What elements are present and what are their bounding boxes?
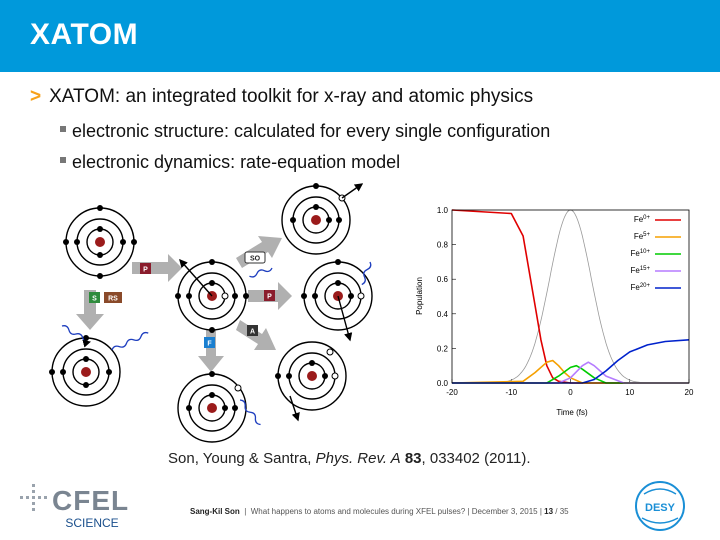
series-line-Fe15+ bbox=[452, 361, 689, 384]
main-bullet-text: XATOM: an integrated toolkit for x-ray a… bbox=[49, 86, 534, 107]
x-tick-label: 0 bbox=[568, 388, 573, 397]
legend-label: Fe20+ bbox=[630, 283, 650, 292]
legend-label: Fe10+ bbox=[630, 249, 650, 258]
bullet-arrow-icon: > bbox=[30, 86, 42, 107]
sub-bullet-2-text: electronic dynamics: rate-equation model bbox=[72, 152, 401, 172]
pulse-envelope-line bbox=[452, 209, 689, 384]
series-line-Fe10+ bbox=[452, 364, 689, 384]
bullet-square-icon bbox=[60, 157, 66, 164]
citation-volume: 83 bbox=[404, 450, 422, 467]
y-tick-label: 0.6 bbox=[437, 275, 449, 284]
chart-frame bbox=[451, 209, 690, 384]
citation: Son, Young & Santra, Phys. Rev. A 83, 03… bbox=[168, 450, 531, 467]
y-tick-label: 0.4 bbox=[437, 310, 449, 319]
desy-logo-text: DESY bbox=[645, 502, 676, 514]
chart-legend: Fe0+ Fe5+ Fe10+ Fe15+ Fe20+ bbox=[630, 215, 681, 292]
y-tick-label: 0.0 bbox=[437, 379, 449, 388]
series-line-Fe5+ bbox=[451, 359, 689, 384]
footer-talk: What happens to atoms and molecules duri… bbox=[250, 507, 466, 516]
x-tick-label: -20 bbox=[446, 388, 458, 397]
main-bullet: > XATOM: an integrated toolkit for x-ray … bbox=[30, 86, 533, 108]
sub-bullet-2: electronic dynamics: rate-equation model bbox=[60, 152, 400, 173]
sub-bullet-1-text: electronic structure: calculated for eve… bbox=[72, 121, 551, 141]
x-axis-label: Time (fs) bbox=[556, 408, 588, 417]
chart-series-group bbox=[451, 209, 690, 384]
x-tick-label: 20 bbox=[685, 388, 694, 397]
sub-bullet-1: electronic structure: calculated for eve… bbox=[60, 121, 550, 142]
slide-title: XATOM bbox=[30, 18, 139, 51]
cfel-logo: CFEL SCIENCE bbox=[20, 484, 129, 530]
citation-rest: , 033402 (2011). bbox=[421, 450, 531, 467]
citation-authors: Son, Young & Santra, bbox=[168, 450, 316, 467]
legend-label: Fe0+ bbox=[634, 215, 651, 224]
y-tick-labels: 0.0 0.2 0.4 0.6 0.8 1.0 bbox=[437, 206, 449, 388]
footer: Sang-Kil Son | What happens to atoms and… bbox=[190, 507, 569, 516]
legend-label: Fe5+ bbox=[634, 232, 651, 241]
y-tick-label: 1.0 bbox=[437, 206, 449, 215]
y-axis-label: Population bbox=[415, 277, 424, 315]
legend-label: Fe15+ bbox=[630, 266, 650, 275]
desy-logo: DESY bbox=[635, 481, 685, 531]
footer-page: 13 bbox=[544, 507, 554, 516]
x-tick-labels: -20 -10 0 10 20 bbox=[446, 388, 694, 397]
bullet-square-icon bbox=[60, 126, 66, 133]
cfel-logo-mark bbox=[20, 484, 47, 511]
footer-date: December 3, 2015 bbox=[471, 507, 538, 516]
pulse-envelope bbox=[452, 209, 689, 384]
chart-grid bbox=[451, 209, 690, 384]
title-bar: XATOM bbox=[0, 0, 720, 72]
footer-total: 35 bbox=[559, 507, 569, 516]
citation-journal: Phys. Rev. A bbox=[315, 450, 401, 467]
cfel-logo-text: CFEL bbox=[52, 485, 129, 516]
series-line-Fe0+ bbox=[451, 209, 689, 384]
cfel-logo-subtext: SCIENCE bbox=[65, 516, 118, 530]
x-tick-label: -10 bbox=[505, 388, 517, 397]
series-line-Fe20+ bbox=[452, 339, 690, 384]
x-tick-label: 10 bbox=[625, 388, 634, 397]
y-tick-label: 0.2 bbox=[437, 344, 449, 353]
y-tick-label: 0.8 bbox=[437, 241, 449, 250]
footer-author: Sang-Kil Son bbox=[190, 507, 240, 516]
